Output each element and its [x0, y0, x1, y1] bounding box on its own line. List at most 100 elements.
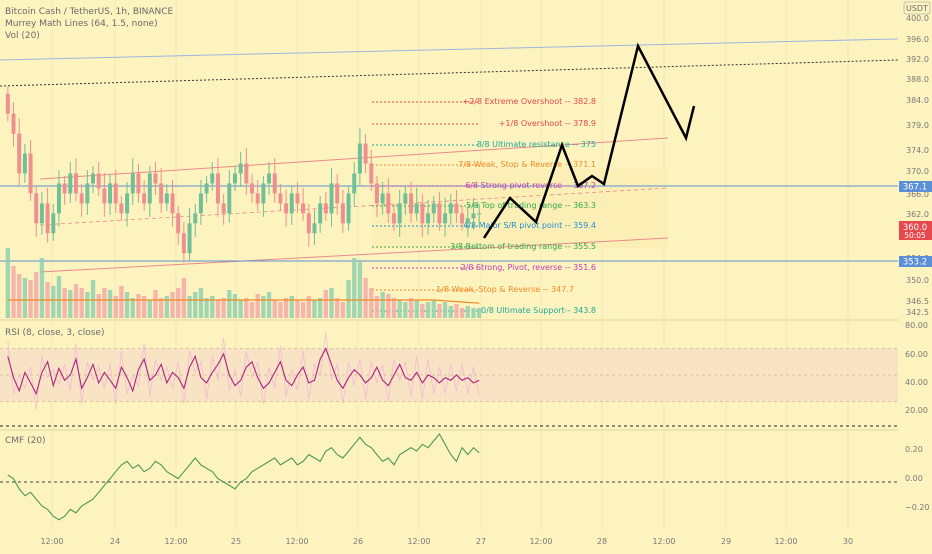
price-axis-tick: 396.0 [906, 35, 929, 44]
symbol-title: Bitcoin Cash / TetherUS, 1h, BINANCE [5, 7, 174, 17]
volume-bar [397, 300, 402, 318]
candle-body [448, 203, 453, 214]
candle-body [312, 223, 317, 234]
volume-bar [141, 296, 147, 318]
candle-body [11, 113, 16, 134]
price-axis-tick: 388.0 [906, 75, 929, 84]
murrey-line-label: +2/8 Extreme Overshoot -- 382.8 [462, 97, 596, 106]
volume-bar [176, 288, 181, 318]
volume-bar [107, 290, 113, 318]
cmf-axis-tick: 0.00 [905, 474, 923, 483]
volume-bar [96, 294, 101, 318]
candle-body [119, 203, 124, 214]
volume-bar [431, 300, 436, 318]
volume-bar [414, 300, 419, 318]
volume-bar [187, 296, 192, 318]
volume-bar [272, 300, 277, 318]
cmf-label: CMF (20) [5, 436, 46, 446]
candle-body [289, 193, 294, 214]
price-axis-tick: 370.0 [906, 167, 929, 176]
candle-body [181, 233, 186, 254]
indicator-volume-label: Vol (20) [5, 31, 40, 41]
volume-bar [448, 306, 453, 318]
candle-body [278, 193, 283, 204]
volume-bar [159, 298, 164, 318]
candle-body [62, 183, 67, 194]
volume-bar [266, 292, 272, 318]
time-axis-tick: 12:00 [652, 537, 675, 546]
volume-bar [204, 298, 209, 318]
candle-body [357, 143, 362, 174]
candle-body [369, 163, 374, 184]
rsi-axis-tick: 40.00 [905, 378, 928, 387]
time-axis-tick: 12:00 [774, 537, 797, 546]
currency-label: USDT [906, 4, 928, 13]
price-axis-tick: 392.0 [906, 55, 929, 64]
volume-bar [300, 302, 306, 318]
volume-bar [181, 278, 187, 318]
candle-body [306, 213, 311, 234]
currency-badge[interactable] [903, 1, 931, 15]
candle-body [136, 173, 141, 194]
candle-body [386, 193, 391, 214]
candle-body [159, 183, 164, 204]
volume-bar [374, 296, 380, 318]
volume-bar [335, 298, 340, 318]
candle-body [142, 193, 147, 204]
candle-body [403, 193, 408, 204]
time-axis-tick: 30 [843, 537, 853, 546]
candle-body [340, 203, 345, 224]
volume-bar [306, 296, 311, 318]
volume-bar [244, 298, 249, 318]
volume-bar [227, 290, 232, 318]
candle-body [5, 93, 10, 114]
volume-bar [346, 280, 351, 318]
candle-body [39, 203, 44, 224]
candle-body [443, 213, 448, 224]
volume-bar [357, 262, 363, 318]
rsi-axis-tick: 60.00 [905, 350, 928, 359]
volume-bar [34, 272, 39, 318]
volume-bar [147, 300, 152, 318]
price-axis-tick: 362.0 [906, 210, 929, 219]
volume-bar [312, 300, 317, 318]
volume-bar [5, 248, 10, 318]
candle-body [113, 183, 118, 204]
candle-body [147, 173, 152, 204]
volume-bar [442, 302, 448, 318]
candle-body [437, 203, 442, 224]
volume-bar [22, 278, 28, 318]
volume-bar [477, 308, 482, 318]
candle-body [198, 193, 203, 214]
time-axis-tick: 12:00 [407, 537, 430, 546]
candle-body [17, 133, 22, 174]
price-axis-tick: 400.0 [906, 14, 929, 23]
candle-body [397, 203, 402, 224]
candle-body [460, 213, 465, 224]
candle-body [414, 203, 419, 214]
volume-bar [454, 304, 459, 318]
volume-bar [221, 298, 226, 318]
volume-bar [210, 296, 215, 318]
candle-body [28, 153, 33, 194]
volume-bar [11, 266, 16, 318]
volume-bar [73, 284, 79, 318]
murrey-line-label: 4/8 Major S/R pivot point -- 359.4 [463, 221, 596, 230]
candle-body [238, 163, 243, 174]
price-axis-tick: 366.0 [906, 190, 929, 199]
volume-bar [113, 296, 118, 318]
volume-ma-line [7, 299, 480, 304]
volume-bar [391, 298, 397, 318]
murrey-line-label: 8/8 Ultimate resistance -- 375 [477, 140, 596, 149]
candle-body [454, 203, 459, 214]
price-axis-tick: 384.0 [906, 96, 929, 105]
candle-body [465, 218, 470, 224]
candle-body [346, 193, 351, 224]
rsi-axis-tick: 80.00 [905, 321, 928, 330]
volume-bar [437, 304, 442, 318]
candle-body [91, 173, 96, 184]
candle-body [210, 173, 215, 184]
volume-bar [215, 300, 221, 318]
